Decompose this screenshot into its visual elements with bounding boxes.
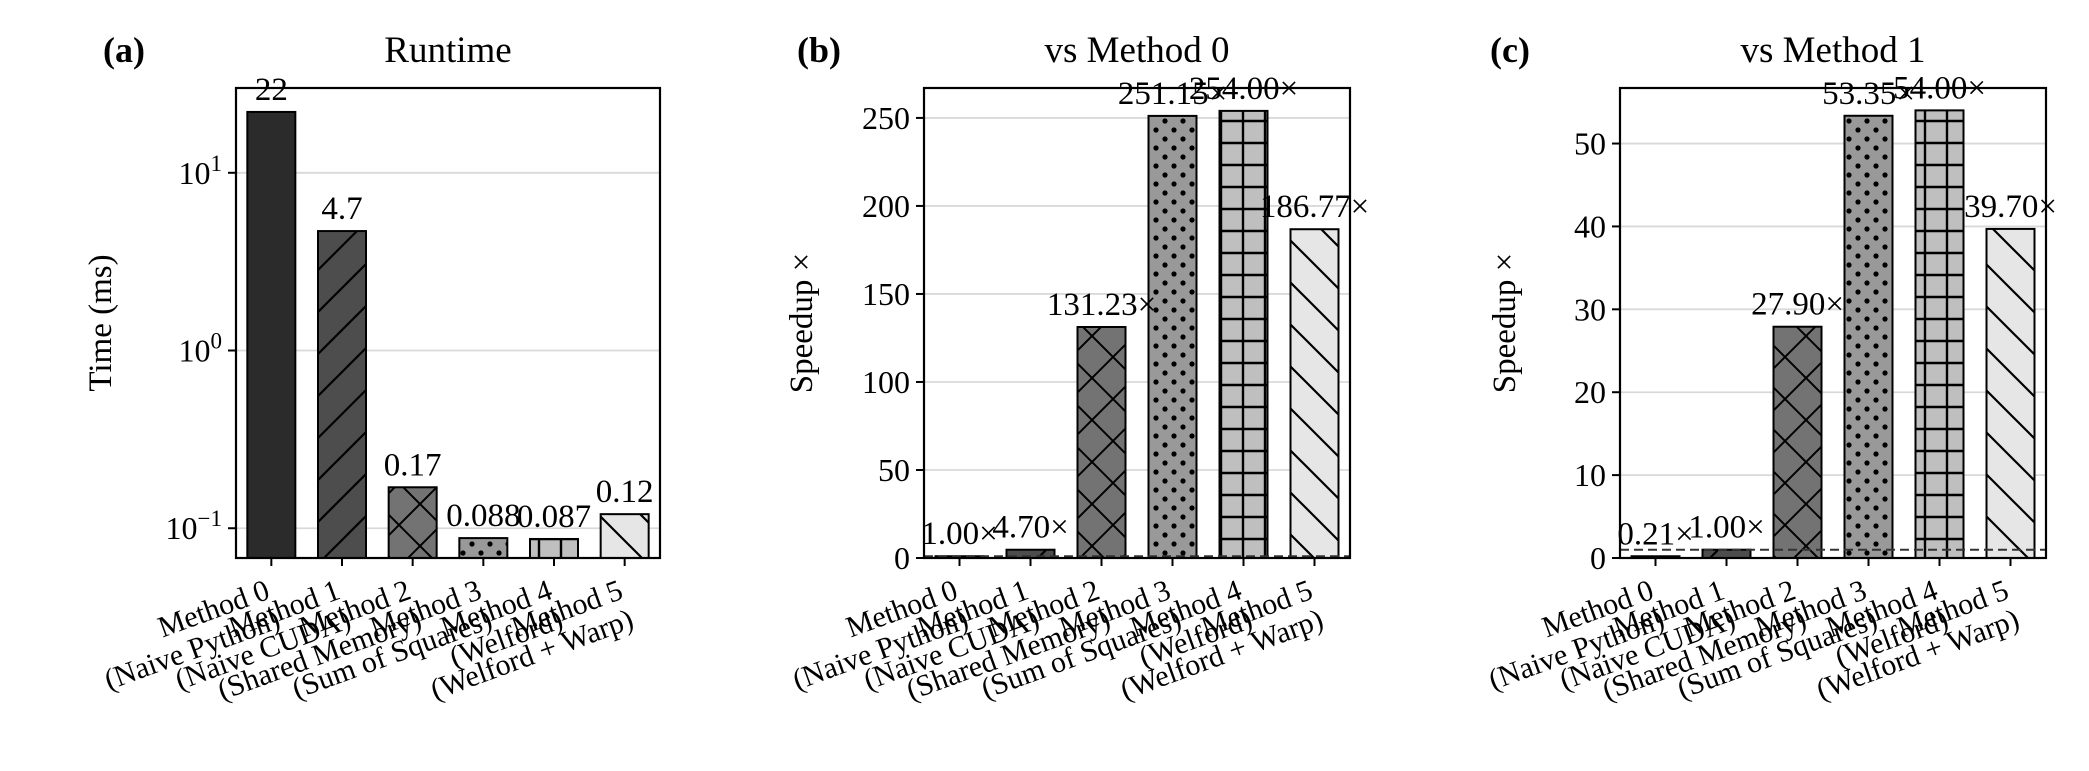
- bar-hatch: [1986, 228, 2035, 558]
- bar-value-label: 186.77×: [1260, 189, 1369, 225]
- panel-a-xticks: Method 0(Naive Python)Method 1(Naive CUD…: [100, 558, 638, 707]
- bar-hatch: [1702, 549, 1751, 558]
- bar-value-label: 0.12: [596, 474, 654, 510]
- panel-b-title: vs Method 0: [1045, 30, 1230, 71]
- panel-a-title: Runtime: [384, 30, 511, 71]
- panel-c: 0.21×1.00×27.90×53.35×54.00×39.70× 01020…: [1484, 30, 2057, 707]
- bar-hatch: [388, 487, 437, 558]
- bar-value-label: 4.70×: [992, 510, 1068, 546]
- panel-a-axes-frame: [234, 86, 662, 560]
- bar-value-label: 0.088: [446, 498, 520, 534]
- panel-c-axes-frame: [1618, 86, 2048, 560]
- y-tick-label: 100: [179, 329, 223, 369]
- bar-value-label: 39.70×: [1964, 189, 2057, 225]
- y-tick-label: 30: [1574, 291, 1606, 327]
- panel-b-value-labels: 1.00×4.70×131.23×251.15×254.00×186.77×: [921, 71, 1369, 552]
- bar-hatch: [1077, 326, 1126, 558]
- bar-hatch: [318, 231, 366, 558]
- panel-c-xticks: Method 0(Naive Python)Method 1(Naive CUD…: [1484, 558, 2023, 707]
- y-tick-label: 101: [179, 151, 223, 191]
- y-tick-label: 200: [862, 188, 910, 224]
- panel-a-ylabel: Time (ms): [83, 254, 119, 391]
- bar-hatch: [1148, 115, 1197, 558]
- panel-a-label: (a): [103, 30, 145, 70]
- bar-hatch: [1773, 326, 1822, 558]
- panel-c-bars: [1630, 109, 2036, 560]
- y-tick-label: 20: [1574, 374, 1606, 410]
- panel-b-grid: [924, 117, 1350, 559]
- bar-hatch: [600, 514, 649, 558]
- x-tick-label: Method 4(Welford): [435, 574, 567, 674]
- panel-c-yticks: 0 10 20 30 40 50: [1574, 126, 1620, 576]
- panel-b-ylabel: Speedup ×: [784, 253, 820, 394]
- y-tick-label: 40: [1574, 208, 1606, 244]
- panel-c-title: vs Method 1: [1741, 30, 1926, 71]
- panel-b-axes-frame: [922, 86, 1352, 560]
- bar-value-label: 131.23×: [1047, 287, 1156, 323]
- bar-value-label: 4.7: [321, 191, 362, 227]
- panel-b-xticks: Method 0(Naive Python)Method 1(Naive CUD…: [788, 558, 1327, 707]
- bar-value-label: 0.087: [517, 499, 591, 535]
- bar-hatch: [1006, 549, 1055, 558]
- bar-hatch: [459, 538, 508, 558]
- y-tick-label: 10−1: [166, 506, 222, 546]
- panel-b: 1.00×4.70×131.23×251.15×254.00×186.77× 0…: [784, 30, 1369, 707]
- bar-value-label: 1.00×: [921, 516, 997, 552]
- y-tick-label: 150: [862, 276, 910, 312]
- panel-b-bars: [934, 109, 1340, 560]
- bar-value-label: 22: [255, 72, 288, 108]
- y-tick-label: 10: [1574, 457, 1606, 493]
- bar-hatch: [1290, 229, 1339, 559]
- panel-b-label: (b): [797, 30, 841, 70]
- bar-value-label: 0.17: [384, 447, 442, 483]
- bar-hatch: [1219, 110, 1268, 558]
- bar-value-label: 53.35×: [1822, 76, 1915, 112]
- y-tick-label: 100: [862, 364, 910, 400]
- bar-value-label: 1.00×: [1688, 510, 1764, 546]
- bar-value-label: 0.21×: [1617, 516, 1693, 552]
- y-tick-label: 50: [878, 452, 910, 488]
- panel-a-grid: [236, 171, 660, 530]
- y-tick-label: 0: [894, 540, 910, 576]
- bar-hatch: [1844, 115, 1893, 559]
- panel-a-yticks: 10−1 100 101: [166, 151, 236, 546]
- bar-value-label: 251.15×: [1118, 76, 1227, 112]
- bar-value-label: 27.90×: [1751, 287, 1844, 323]
- y-tick-label: 0: [1590, 540, 1606, 576]
- y-tick-label: 250: [862, 100, 910, 136]
- panel-b-yticks: 0 50 100 150 200 250: [862, 100, 924, 576]
- y-tick-label: 50: [1574, 126, 1606, 162]
- panel-a-bars: [246, 110, 650, 560]
- bar-hatch: [1915, 110, 1964, 558]
- panel-c-ylabel: Speedup ×: [1487, 253, 1523, 394]
- bar-fill: [247, 111, 296, 559]
- panel-c-label: (c): [1490, 30, 1530, 70]
- bar-hatch: [530, 538, 578, 558]
